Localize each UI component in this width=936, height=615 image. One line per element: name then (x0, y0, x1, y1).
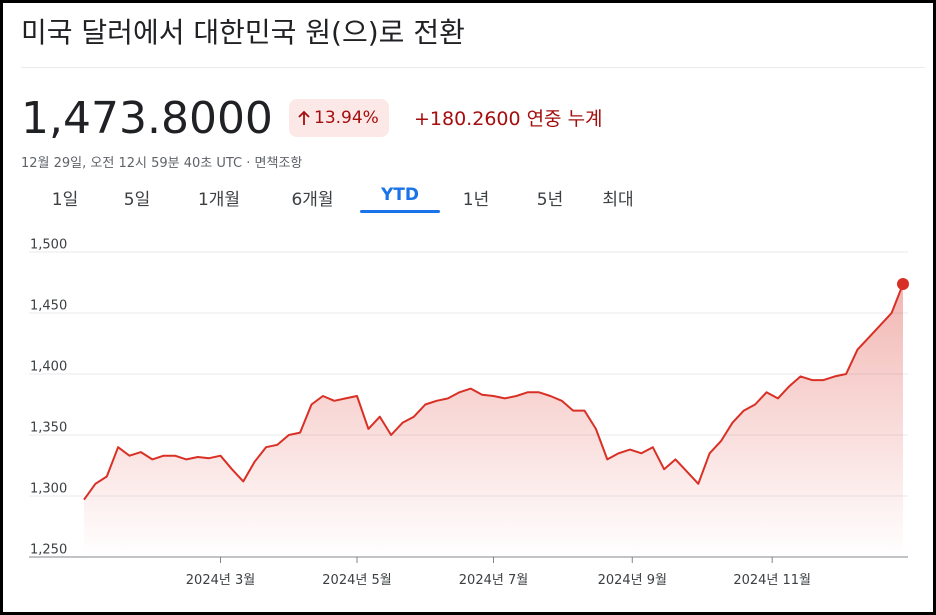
divider (21, 67, 925, 68)
tab-slot: 1년 (440, 185, 512, 218)
y-tick-label: 1,350 (30, 421, 67, 436)
price: 1,473.8000 (21, 93, 273, 144)
range-tab[interactable]: YTD (360, 185, 440, 213)
timestamp-line: 12월 29일, 오전 12시 59분 40초 UTC · 면책조항 (21, 152, 302, 171)
range-tab[interactable]: 1개월 (197, 190, 241, 210)
change-badge: 13.94% (289, 99, 389, 137)
tab-slot: 5년 (512, 185, 588, 218)
tab-slot: YTD (360, 185, 440, 218)
change: +180.2600 연중 누계 (414, 104, 603, 131)
range-tab[interactable]: 최대 (602, 190, 634, 210)
tab-slot: 6개월 (265, 185, 360, 218)
y-tick-label: 1,500 (30, 238, 67, 253)
x-tick-label: 2024년 5월 (322, 573, 391, 588)
y-tick-label: 1,250 (30, 543, 67, 558)
x-tick-label: 2024년 3월 (186, 573, 255, 588)
tab-slot: 최대 (588, 185, 648, 218)
x-tick-label: 2024년 11월 (733, 573, 811, 588)
last-point (897, 277, 909, 290)
range-tab[interactable]: 1일 (51, 190, 79, 210)
x-tick-label: 2024년 9월 (598, 573, 667, 588)
disclaimer-link[interactable]: 면책조항 (254, 156, 303, 171)
range-tabs: 1일 5일 1개월 6개월 YTD 1년 5년 최대 (29, 185, 648, 218)
up-arrow (298, 110, 310, 125)
tab-slot: 5일 (101, 185, 173, 218)
title: 미국 달러에서 대한민국 원(으)로 전환 (21, 16, 465, 49)
range-tab[interactable]: 6개월 (291, 190, 334, 210)
y-tick-label: 1,300 (30, 482, 67, 497)
y-tick-label: 1,400 (30, 360, 67, 375)
x-tick-label: 2024년 7월 (459, 573, 528, 588)
change-period: 연중 누계 (526, 108, 603, 130)
range-tab[interactable]: 1년 (462, 190, 490, 210)
range-tab[interactable]: 5년 (536, 190, 564, 210)
tab-slot: 1일 (29, 185, 101, 218)
tab-slot: 1개월 (173, 185, 265, 218)
timestamp: 12월 29일, 오전 12시 59분 40초 UTC · (21, 156, 255, 171)
y-tick-label: 1,450 (30, 299, 67, 314)
change-percent: 13.94% (314, 108, 379, 128)
chart: 1,250 1,300 1,350 1,400 1,450 1,500 2024년 3월 20… (29, 238, 909, 588)
area (84, 284, 903, 557)
range-tab[interactable]: 5일 (123, 190, 151, 210)
change-abs: +180.2600 (414, 108, 521, 130)
line (83, 283, 904, 501)
